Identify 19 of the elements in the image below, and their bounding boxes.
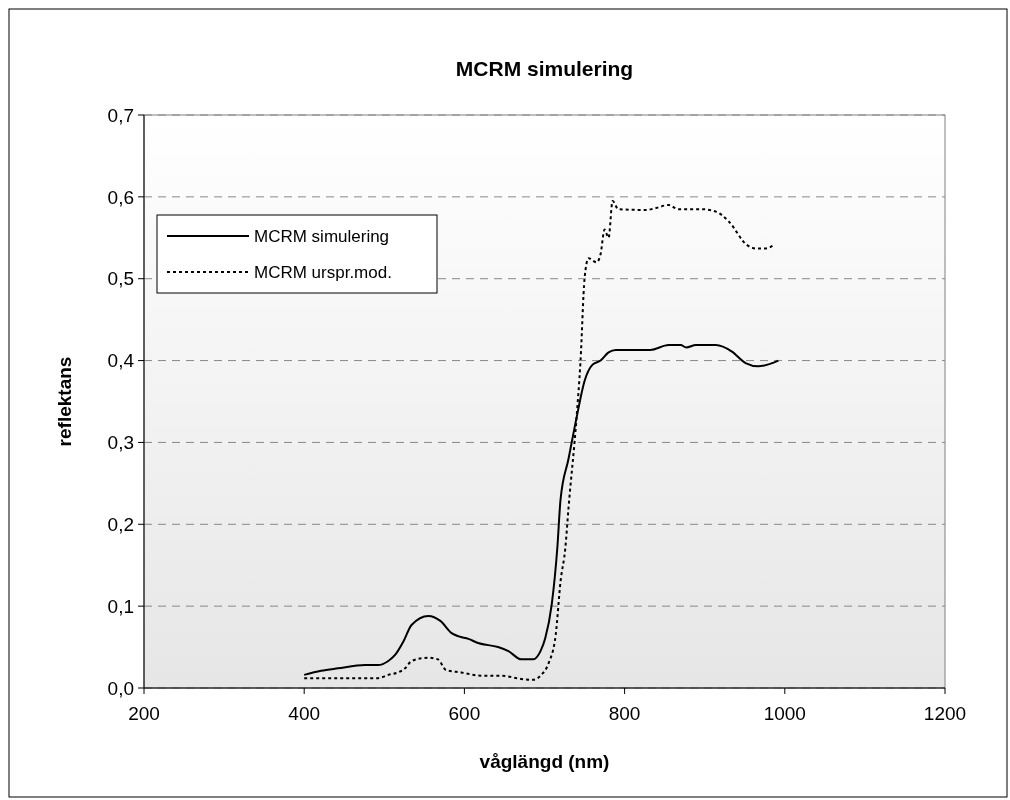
x-axis-title: våglängd (nm) (479, 751, 610, 772)
legend-label: MCRM simulering (254, 226, 390, 246)
y-tick-label: 0,0 (107, 677, 134, 699)
y-axis-title: reflektans (54, 356, 75, 447)
x-tick-label: 1000 (763, 703, 806, 724)
y-tick-label: 0,5 (107, 268, 134, 290)
y-tick-label: 0,4 (107, 350, 135, 372)
y-tick-label: 0,2 (107, 513, 134, 535)
x-tick-label: 1200 (923, 703, 967, 724)
x-tick-label: 600 (448, 703, 481, 724)
y-tick-label: 0,7 (107, 104, 134, 126)
legend-label: MCRM urspr.mod. (254, 262, 392, 282)
y-tick-label: 0,1 (107, 595, 134, 617)
x-tick-label: 400 (288, 703, 321, 724)
y-tick-label: 0,3 (107, 432, 134, 454)
y-tick-label: 0,6 (107, 186, 134, 208)
x-tick-label: 800 (608, 703, 641, 724)
x-tick-label: 200 (128, 703, 160, 724)
chart-title: MCRM simulering (455, 57, 634, 80)
